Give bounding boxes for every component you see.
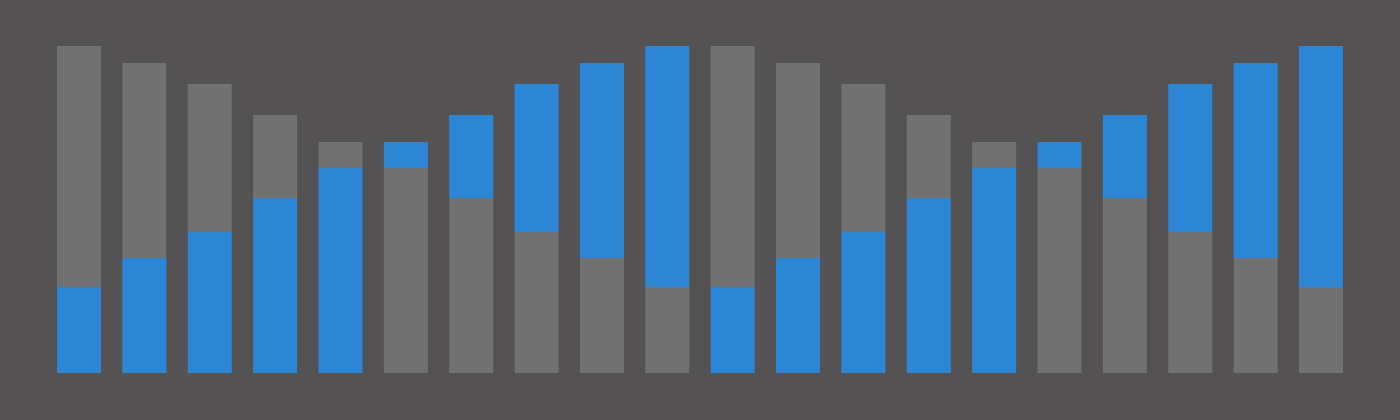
bar-segment — [1299, 46, 1343, 287]
bar-segment — [1233, 63, 1278, 258]
bar-segment — [579, 63, 624, 258]
bar-segment — [1168, 84, 1213, 232]
bar-segment — [57, 46, 101, 287]
bar-segment — [906, 115, 951, 198]
bar-segment — [776, 258, 821, 373]
bar-segment — [1299, 287, 1343, 373]
bar-segment — [972, 168, 1017, 373]
bar-segment — [1168, 232, 1213, 373]
bar-segment — [514, 84, 559, 232]
bar-segment — [57, 287, 101, 373]
bar-segment — [579, 258, 624, 373]
bar-segment — [710, 46, 755, 287]
bar-segment — [318, 168, 363, 373]
bar-segment — [318, 142, 363, 168]
bar-segment — [906, 198, 951, 373]
bar-segment — [383, 168, 428, 373]
bar-segment — [449, 198, 494, 373]
bar-segment — [253, 198, 298, 373]
bar-segment — [776, 63, 821, 258]
bar-segment — [645, 46, 690, 287]
bar-segment — [1102, 198, 1147, 373]
bar-segment — [841, 84, 886, 232]
bar-segment — [449, 115, 494, 198]
bar-segment — [645, 287, 690, 373]
bar-segment — [841, 232, 886, 373]
bar-segment — [1233, 258, 1278, 373]
bar-segment — [122, 258, 167, 373]
bar-segment — [122, 63, 167, 258]
bar-segment — [383, 142, 428, 168]
bar-segment — [972, 142, 1017, 168]
bar-segment — [187, 232, 232, 373]
bar-segment — [1037, 142, 1082, 168]
bar-segment — [187, 84, 232, 232]
bar-segment — [1102, 115, 1147, 198]
bar-segment — [710, 287, 755, 373]
bar-segment — [1037, 168, 1082, 373]
bar-segment — [253, 115, 298, 198]
bar-segment — [514, 232, 559, 373]
